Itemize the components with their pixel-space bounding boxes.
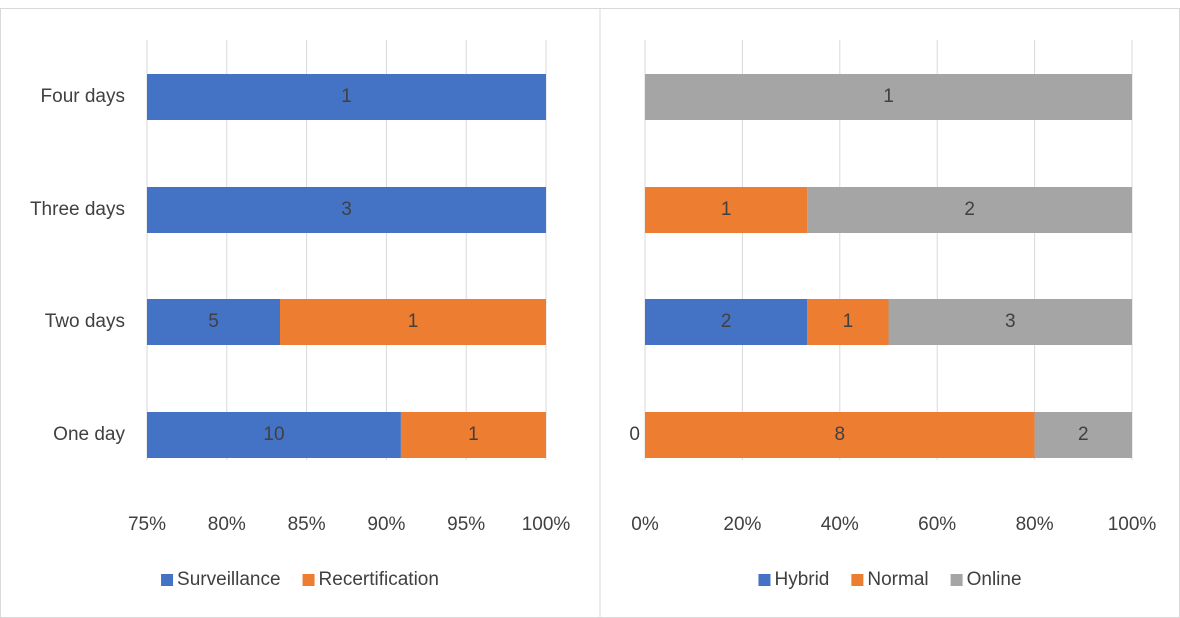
bar-segment bbox=[1034, 412, 1132, 458]
x-tick-label: 20% bbox=[723, 514, 761, 535]
legend-label: Normal bbox=[867, 569, 928, 590]
legend-label: Hybrid bbox=[774, 569, 829, 590]
bar-segment bbox=[147, 74, 546, 120]
legend-label: Recertification bbox=[319, 569, 439, 590]
x-tick-label: 90% bbox=[367, 514, 405, 535]
bar-segment bbox=[645, 187, 808, 233]
bar-segment bbox=[280, 299, 546, 345]
x-tick-label: 80% bbox=[208, 514, 246, 535]
data-label: 1 bbox=[883, 86, 894, 107]
data-label: 2 bbox=[1078, 424, 1089, 445]
x-tick-label: 0% bbox=[631, 514, 659, 535]
data-label: 5 bbox=[208, 311, 219, 332]
category-label: Two days bbox=[45, 311, 125, 332]
legend-swatch bbox=[950, 574, 963, 586]
data-label: 0 bbox=[629, 424, 640, 445]
bar-segment bbox=[645, 74, 1132, 120]
data-label: 1 bbox=[408, 311, 419, 332]
category-label: One day bbox=[53, 424, 125, 445]
x-tick-label: 60% bbox=[918, 514, 956, 535]
bar-segment bbox=[807, 299, 889, 345]
legend-swatch bbox=[161, 574, 174, 586]
bar-segment bbox=[147, 412, 401, 458]
x-tick-label: 85% bbox=[288, 514, 326, 535]
bar-segment bbox=[645, 299, 808, 345]
legend: Surveillance Recertification bbox=[161, 569, 439, 590]
x-tick-label: 100% bbox=[1108, 514, 1157, 535]
data-label: 2 bbox=[964, 199, 975, 220]
legend-swatch bbox=[758, 574, 771, 586]
category-label: Four days bbox=[41, 86, 125, 107]
bar-segment bbox=[147, 187, 546, 233]
x-tick-label: 100% bbox=[522, 514, 571, 535]
legend-label: Online bbox=[967, 569, 1022, 590]
bar-segment bbox=[400, 412, 546, 458]
bar-segment bbox=[807, 187, 1132, 233]
data-label: 3 bbox=[341, 199, 352, 220]
data-label: 1 bbox=[468, 424, 479, 445]
data-label: 3 bbox=[1005, 311, 1016, 332]
data-label: 1 bbox=[341, 86, 352, 107]
x-tick-label: 75% bbox=[128, 514, 166, 535]
x-tick-label: 40% bbox=[821, 514, 859, 535]
data-label: 1 bbox=[843, 311, 854, 332]
x-tick-label: 80% bbox=[1016, 514, 1054, 535]
data-label: 1 bbox=[721, 199, 732, 220]
bar-segment bbox=[888, 299, 1132, 345]
legend-swatch bbox=[851, 574, 864, 586]
bar-segment bbox=[147, 299, 280, 345]
legend: Hybrid Normal Online bbox=[758, 569, 1022, 590]
category-label: Three days bbox=[30, 199, 125, 220]
data-label: 2 bbox=[721, 311, 732, 332]
plot-area bbox=[147, 74, 546, 458]
legend-swatch bbox=[302, 574, 315, 586]
plot-area bbox=[645, 74, 1132, 458]
data-label: 8 bbox=[835, 424, 846, 445]
x-tick-label: 95% bbox=[447, 514, 485, 535]
data-label: 10 bbox=[263, 424, 284, 445]
legend-label: Surveillance bbox=[177, 569, 281, 590]
bar-segment bbox=[645, 412, 1035, 458]
